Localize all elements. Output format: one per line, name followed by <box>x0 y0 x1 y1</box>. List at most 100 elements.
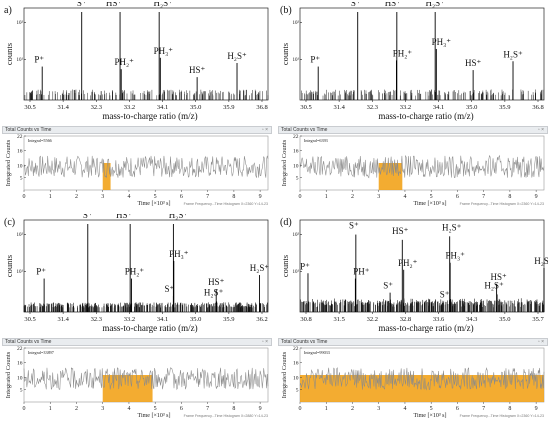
timeseries-header[interactable]: Total Counts vs Time ▫ × <box>2 338 272 346</box>
x-tick-label: 35.7 <box>532 316 544 323</box>
peak-label: HS⁺ <box>385 2 402 8</box>
ts-y-tick-label: 16 <box>293 149 299 155</box>
ts-y-axis-label: Integrated Counts <box>281 351 288 398</box>
peak-label: H₂S⁺ <box>484 280 504 290</box>
y-axis-label: counts <box>280 43 290 65</box>
x-tick-label: 36.2 <box>256 316 267 323</box>
integral-label: Integral=6393 <box>304 138 328 143</box>
y-tick-label: 10² <box>293 232 300 238</box>
x-tick-label: 35.0 <box>466 104 477 111</box>
timeseries-footer: Frame Frequency...Time Histogram X=2360 … <box>183 202 268 206</box>
ts-x-tick-label: 1 <box>325 194 328 200</box>
x-tick-label: 31.4 <box>57 104 69 111</box>
ts-x-tick-label: 7 <box>206 406 209 412</box>
ts-y-tick-label: 5 <box>20 176 23 182</box>
timeseries-header[interactable]: Total Counts vs Time ▫ × <box>2 126 272 134</box>
peak-label: P⁺ <box>300 261 310 271</box>
x-tick-label: 36.8 <box>256 104 267 111</box>
ts-y-tick-label: 16 <box>17 149 23 155</box>
timeseries-header-title: Total Counts vs Time <box>5 127 52 133</box>
y-axis-label: counts <box>4 255 14 277</box>
ts-x-axis-label: Time [×10³ s] <box>138 201 171 206</box>
ts-x-tick-label: 6 <box>456 194 459 200</box>
x-tick-label: 35.9 <box>223 104 234 111</box>
peak-label: H₂S⁺ <box>204 287 224 297</box>
counts-trace <box>23 367 269 391</box>
x-tick-label: 34.1 <box>157 104 168 111</box>
ts-x-tick-label: 4 <box>127 406 130 412</box>
ts-x-axis-label: Time [×10³ s] <box>138 413 171 418</box>
timeseries-header[interactable]: Total Counts vs Time ▫ × <box>278 126 548 134</box>
peak-label: HS⁺ <box>116 214 133 220</box>
x-tick-label: 30.8 <box>300 316 311 323</box>
peak-label: PH₃⁺ <box>432 37 452 47</box>
ts-x-tick-label: 0 <box>23 406 26 412</box>
y-tick-label: 10² <box>17 20 24 26</box>
timeseries-chart: Integral=6393 22 16 10 5 Integrated Counts 0 1 2… <box>281 134 545 206</box>
peak-label: HS⁺ <box>106 2 123 8</box>
ts-x-tick-label: 9 <box>535 194 538 200</box>
peak-label: H₂S⁺ <box>534 256 548 266</box>
plot-frame <box>299 219 545 313</box>
panel-letter: (d) <box>280 217 292 228</box>
x-tick-label: 34.1 <box>157 316 168 323</box>
timeseries-header[interactable]: Total Counts vs Time ▫ × <box>278 338 548 346</box>
x-tick-label: 30.5 <box>300 104 311 111</box>
peak-label: S⁺ <box>383 281 393 291</box>
window-controls-icon[interactable]: ▫ × <box>261 127 268 133</box>
ts-x-tick-label: 5 <box>154 194 157 200</box>
peak-label: S⁺ <box>351 2 361 8</box>
window-controls-icon[interactable]: ▫ × <box>261 339 268 345</box>
peak-label: PH₂⁺ <box>393 48 413 58</box>
x-tick-label: 32.2 <box>367 316 378 323</box>
ts-y-tick-label: 10 <box>293 163 299 169</box>
ts-x-tick-label: 8 <box>232 406 235 412</box>
spectrum-chart: P⁺S⁺PH⁺S⁺HS⁺PH₂⁺H₂S⁺S⁺PH₃⁺HS⁺H₂S⁺H₂S⁺10²… <box>280 217 548 333</box>
peak-label: H₂S⁺ <box>169 214 189 220</box>
panel-letter: (b) <box>280 5 292 16</box>
x-axis-label: mass-to-charge ratio (m/z) <box>102 111 197 121</box>
ts-x-tick-label: 7 <box>206 194 209 200</box>
timeseries-footer: Frame Frequency...Time Histogram X=2880 … <box>183 414 268 418</box>
peak-label: PH₂⁺ <box>125 267 145 277</box>
panel-c: P⁺ S⁺ HS⁺ PH₂⁺ H₂S⁺ S⁺ PH₃⁺ HS⁺ H₂S⁺ H₂S⁺ 10² 10¹ co… <box>2 214 272 419</box>
window-controls-icon[interactable]: ▫ × <box>537 339 544 345</box>
timeseries-footer: Frame Frequency...Time Histogram X=2360 … <box>459 414 544 418</box>
peak-label: H₂S⁺ <box>250 263 270 273</box>
x-tick-label: 31.4 <box>333 104 345 111</box>
integral-label: Integral=99033 <box>304 350 330 355</box>
counts-trace <box>23 155 269 179</box>
ts-x-tick-label: 6 <box>180 406 183 412</box>
peak-label: P⁺ <box>34 55 44 65</box>
ts-x-tick-label: 0 <box>299 194 302 200</box>
ts-x-tick-label: 3 <box>377 406 380 412</box>
ts-x-tick-label: 3 <box>101 406 104 412</box>
plot-frame <box>299 7 545 101</box>
window-controls-icon[interactable]: ▫ × <box>537 127 544 133</box>
ts-y-tick-label: 22 <box>293 346 299 352</box>
plot-frame <box>23 219 269 313</box>
ts-x-tick-label: 8 <box>508 194 511 200</box>
peak-label: S⁺ <box>165 284 175 294</box>
panel-letter: (c) <box>4 217 15 228</box>
ts-x-axis-label: Time [×10³ s] <box>414 413 447 418</box>
ts-x-axis-label: Time [×10³ s] <box>414 201 447 206</box>
panel-b: P⁺ S⁺ PH₂⁺ HS⁺ H₂S⁺ PH₃⁺ HS⁺ H₂S⁺ 10² 10¹ counts 30… <box>278 2 548 207</box>
ts-y-tick-label: 10 <box>17 163 23 169</box>
peak-label: PH⁺ <box>353 267 370 277</box>
y-tick-label: 10² <box>293 20 300 26</box>
peak-label: S⁺ <box>440 289 450 299</box>
peak-label: HS⁺ <box>392 226 409 236</box>
ts-x-tick-label: 0 <box>23 194 26 200</box>
ts-x-tick-label: 2 <box>351 194 354 200</box>
ts-x-tick-label: 1 <box>49 194 52 200</box>
timeseries-header-title: Total Counts vs Time <box>281 339 328 345</box>
y-tick-label: 10¹ <box>17 269 24 275</box>
x-tick-label: 35.0 <box>190 316 201 323</box>
peak-label: P⁺ <box>36 267 46 277</box>
x-tick-label: 35.9 <box>499 104 510 111</box>
